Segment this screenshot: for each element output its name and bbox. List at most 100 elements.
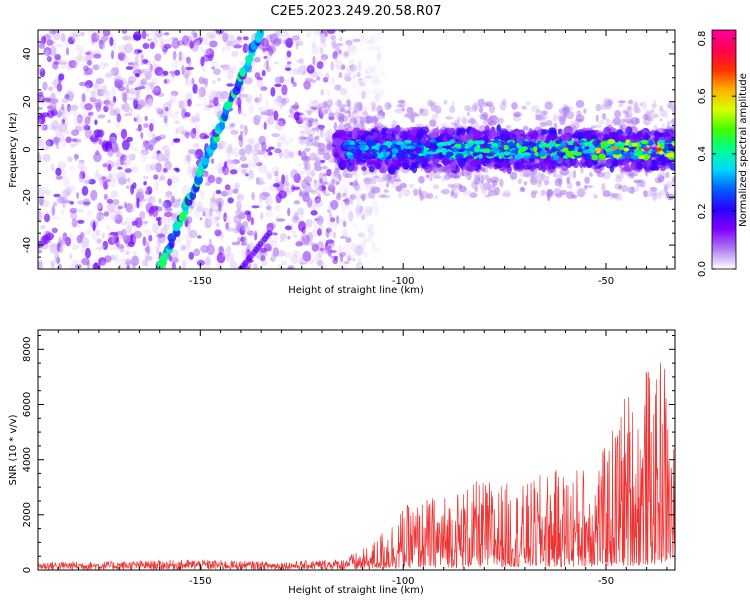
noise-speckle xyxy=(281,174,285,185)
haze-speckle xyxy=(440,189,450,194)
noise-speckle xyxy=(360,78,368,87)
noise-speckle xyxy=(130,233,134,245)
haze-speckle xyxy=(349,117,358,125)
haze-speckle xyxy=(477,98,485,108)
noise-speckle xyxy=(43,213,51,223)
haze-speckle xyxy=(521,105,527,110)
noise-speckle xyxy=(148,208,156,215)
noise-speckle xyxy=(129,153,136,161)
noise-speckle xyxy=(53,193,61,198)
noise-speckle xyxy=(202,211,206,217)
line-cell xyxy=(660,132,670,137)
noise-speckle xyxy=(163,199,172,209)
noise-speckle xyxy=(148,97,153,106)
haze-speckle xyxy=(652,113,659,119)
noise-speckle xyxy=(330,35,336,40)
noise-speckle xyxy=(67,36,75,45)
noise-speckle xyxy=(263,61,270,69)
noise-speckle xyxy=(321,262,327,269)
line-cell xyxy=(447,128,454,135)
noise-speckle xyxy=(332,51,338,60)
line-cell xyxy=(628,141,633,148)
noise-speckle xyxy=(297,66,301,76)
noise-speckle xyxy=(332,204,337,211)
noise-speckle xyxy=(362,250,368,259)
noise-speckle xyxy=(247,230,255,236)
haze-speckle xyxy=(622,110,628,114)
noise-speckle xyxy=(59,195,68,204)
noise-speckle xyxy=(154,245,161,250)
haze-speckle xyxy=(440,177,449,182)
noise-speckle xyxy=(122,93,128,103)
line-cell xyxy=(349,148,356,154)
noise-speckle xyxy=(370,204,374,211)
noise-speckle xyxy=(281,98,287,107)
noise-speckle xyxy=(365,40,372,44)
noise-speckle xyxy=(193,41,199,51)
noise-speckle xyxy=(62,130,70,135)
noise-speckle xyxy=(247,172,255,181)
noise-speckle xyxy=(103,100,111,105)
noise-speckle xyxy=(282,182,290,191)
noise-speckle xyxy=(40,186,49,191)
noise-speckle xyxy=(345,237,352,244)
noise-speckle xyxy=(38,138,44,144)
line-cell xyxy=(348,130,353,139)
noise-speckle xyxy=(163,43,172,49)
noise-speckle xyxy=(115,159,121,169)
noise-speckle xyxy=(352,74,356,80)
haze-speckle xyxy=(604,118,610,122)
noise-speckle xyxy=(69,253,73,260)
noise-speckle xyxy=(136,197,140,209)
haze-speckle xyxy=(487,190,497,197)
haze-speckle xyxy=(371,186,381,194)
haze-speckle xyxy=(656,192,663,200)
noise-speckle xyxy=(38,210,43,222)
noise-speckle xyxy=(216,252,226,264)
haze-speckle xyxy=(672,175,675,182)
noise-speckle xyxy=(94,171,100,181)
noise-speckle xyxy=(365,67,372,76)
noise-speckle xyxy=(75,44,84,53)
line-cell xyxy=(607,138,616,145)
noise-speckle xyxy=(362,88,371,97)
haze-speckle xyxy=(456,116,462,124)
noise-speckle xyxy=(302,251,312,262)
heatmap-y-tick-label: -20 xyxy=(22,189,33,205)
haze-speckle xyxy=(432,184,440,190)
noise-speckle xyxy=(311,243,319,252)
noise-speckle xyxy=(277,95,283,103)
noise-speckle xyxy=(187,60,192,67)
noise-speckle xyxy=(120,128,128,140)
line-cell xyxy=(538,143,544,148)
haze-speckle xyxy=(649,186,658,192)
noise-speckle xyxy=(195,111,200,122)
noise-speckle xyxy=(263,243,272,252)
haze-speckle xyxy=(349,193,357,200)
noise-speckle xyxy=(365,185,369,193)
noise-speckle xyxy=(357,80,365,85)
noise-speckle xyxy=(163,79,168,84)
haze-speckle xyxy=(333,167,340,177)
noise-speckle xyxy=(251,205,260,209)
noise-speckle xyxy=(253,114,261,126)
noise-speckle xyxy=(261,69,266,77)
haze-speckle xyxy=(299,130,306,135)
haze-speckle xyxy=(306,129,316,136)
noise-speckle xyxy=(226,45,231,51)
noise-speckle xyxy=(149,42,155,50)
noise-speckle xyxy=(126,185,130,190)
noise-speckle xyxy=(241,241,248,246)
noise-speckle xyxy=(151,78,158,84)
noise-speckle xyxy=(264,169,269,175)
noise-speckle xyxy=(242,43,249,54)
colorbar-tick-label: 0.2 xyxy=(697,203,708,219)
noise-speckle xyxy=(106,70,116,76)
noise-speckle xyxy=(210,197,216,203)
noise-speckle xyxy=(358,32,364,39)
noise-speckle xyxy=(143,175,149,180)
noise-speckle xyxy=(299,256,304,267)
noise-speckle xyxy=(101,89,110,98)
noise-speckle xyxy=(310,210,318,216)
noise-speckle xyxy=(192,83,198,94)
